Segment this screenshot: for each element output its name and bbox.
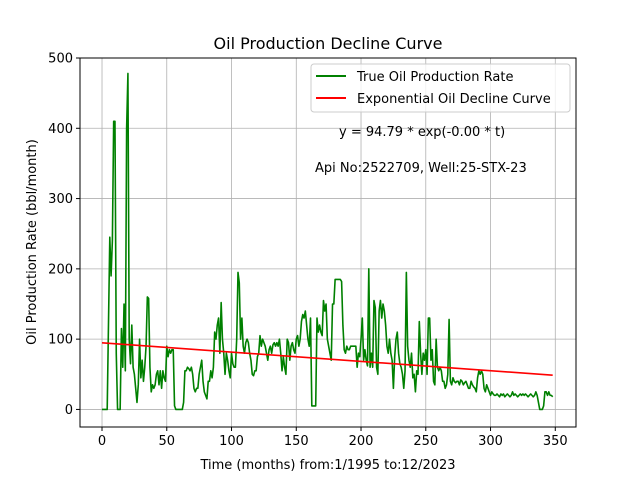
series-layer [101, 72, 554, 411]
chart-title: Oil Production Decline Curve [214, 34, 443, 53]
y-axis-label: Oil Production Rate (bbl/month) [25, 139, 40, 345]
legend: True Oil Production Rate Exponential Oil… [310, 63, 571, 113]
x-tick-label: 350 [543, 434, 568, 449]
series-line-true-production-rate [102, 72, 554, 411]
x-axis-label: Time (months) from:1/1995 to:12/2023 [199, 458, 455, 473]
y-tick-label: 200 [48, 262, 73, 277]
well-annotation: Api No:2522709, Well:25-STX-23 [315, 161, 527, 176]
x-tick-label: 50 [158, 434, 175, 449]
x-tick-label: 200 [349, 434, 374, 449]
x-tick-label: 0 [98, 434, 106, 449]
axis-ticks: 0 50 100 150 200 250 300 350 0 100 200 300 400 500 [48, 52, 568, 450]
x-tick-label: 250 [413, 434, 438, 449]
y-tick-label: 0 [65, 403, 73, 418]
x-tick-label: 100 [219, 434, 244, 449]
x-tick-label: 150 [284, 434, 309, 449]
legend-label-decline-curve: Exponential Oil Decline Curve [357, 92, 551, 107]
y-tick-label: 400 [48, 122, 73, 137]
x-tick-label: 300 [478, 434, 503, 449]
series-line-exponential-decline-curve [101, 342, 553, 376]
legend-label-true-rate: True Oil Production Rate [356, 70, 513, 85]
equation-annotation: y = 94.79 * exp(-0.00 * t) [339, 125, 505, 140]
plot-frame [79, 57, 577, 428]
y-tick-label: 500 [48, 52, 73, 67]
y-tick-label: 300 [48, 192, 73, 207]
legend-box [310, 63, 571, 113]
y-tick-label: 100 [48, 333, 73, 348]
